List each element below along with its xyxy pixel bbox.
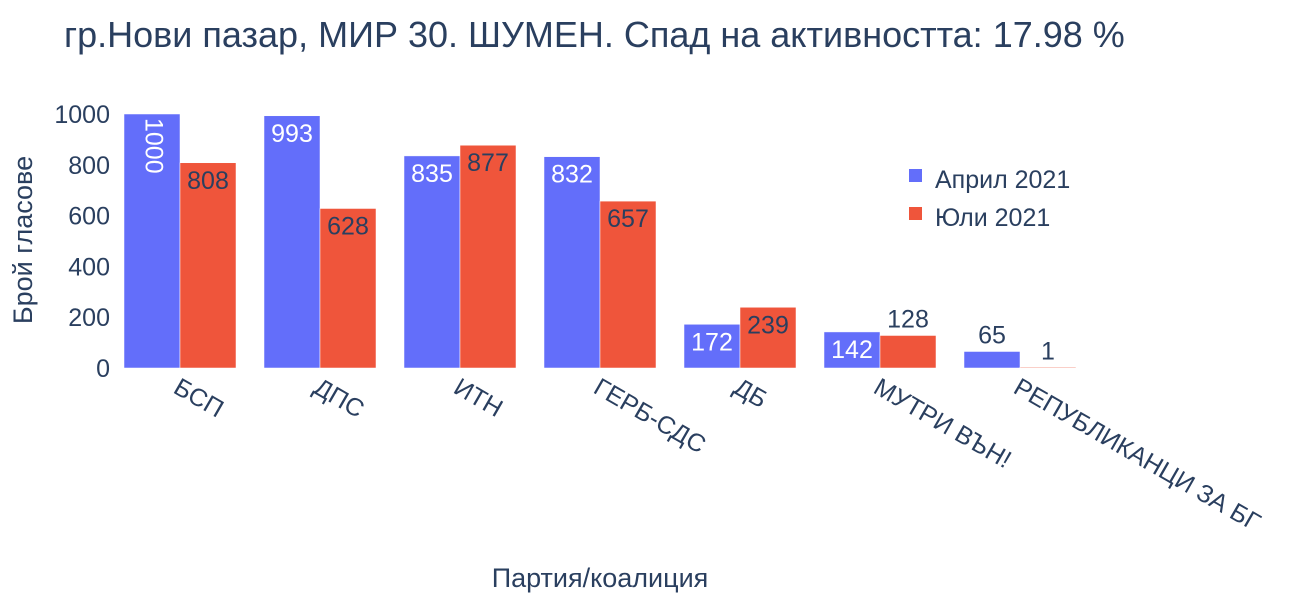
bar-value-label: 128 (887, 305, 929, 333)
bar-april (123, 113, 181, 369)
bar-value-label: 835 (411, 160, 453, 188)
bar-april (263, 115, 321, 369)
bar-july (599, 200, 657, 369)
x-axis-ticks: БСП ДПС ИТН ГЕРБ-СДС ДБ МУТРИ ВЪН!РЕПУБЛИКАНЦ… (169, 373, 1265, 537)
bar-value-label: 1 (1041, 338, 1055, 366)
bar-value-label: 832 (551, 161, 593, 189)
x-tick-label: ГЕРБ-СДС (589, 373, 710, 459)
bar-value-label: 808 (187, 167, 229, 195)
y-axis-label: Брой гласове (8, 156, 38, 324)
bar-april (403, 155, 461, 369)
bar-value-label: 993 (271, 120, 313, 148)
legend-label: Април 2021 (935, 166, 1070, 194)
legend-label: Юли 2021 (935, 204, 1050, 232)
bar-april (543, 156, 601, 369)
bar-value-label: 65 (978, 321, 1006, 349)
bar-value-label: 877 (467, 149, 509, 177)
bar-july (879, 335, 937, 369)
legend: Април 2021 Юли 2021 (909, 166, 1070, 232)
x-tick-label: ДПС (309, 373, 369, 424)
y-tick-label: 200 (68, 304, 110, 332)
bar-april (683, 324, 741, 369)
bar-value-label: 657 (607, 205, 649, 233)
bars: 1000 808 993 628 835 877 832 657 172 239 142 128 65 1 (123, 113, 1077, 369)
bar-value-label: 239 (747, 311, 789, 339)
bar-april (823, 331, 881, 369)
x-tick-label: БСП (169, 373, 228, 423)
bar-value-label: 172 (691, 328, 733, 356)
bar-july (1019, 366, 1077, 369)
y-tick-label: 0 (96, 355, 110, 383)
x-tick-label: РЕПУБЛИКАНЦИ ЗА БГ (1009, 373, 1265, 537)
bar-july (459, 144, 517, 369)
x-tick-label: МУТРИ ВЪН! (869, 373, 1016, 474)
legend-swatch (909, 169, 922, 182)
bar-value-label: 142 (831, 336, 873, 364)
bar-value-label: 628 (327, 212, 369, 240)
y-tick-label: 800 (68, 152, 110, 180)
bar-value-label: 1000 (139, 118, 167, 174)
x-tick-label: ДБ (729, 373, 772, 414)
legend-swatch (909, 207, 922, 220)
chart-title: гр.Нови пазар, МИР 30. ШУМЕН. Спад на ак… (64, 14, 1125, 55)
bar-july (179, 162, 237, 369)
x-axis-label: Партия/коалиция (492, 563, 709, 593)
bar-july (739, 307, 797, 369)
bar-july (319, 208, 377, 369)
y-tick-label: 1000 (54, 101, 110, 129)
x-tick-label: ИТН (449, 373, 507, 423)
bar-april (963, 351, 1021, 369)
y-axis-ticks: 0 200 400 600 800 1000 (54, 101, 110, 383)
y-tick-label: 400 (68, 253, 110, 281)
y-tick-label: 600 (68, 203, 110, 231)
